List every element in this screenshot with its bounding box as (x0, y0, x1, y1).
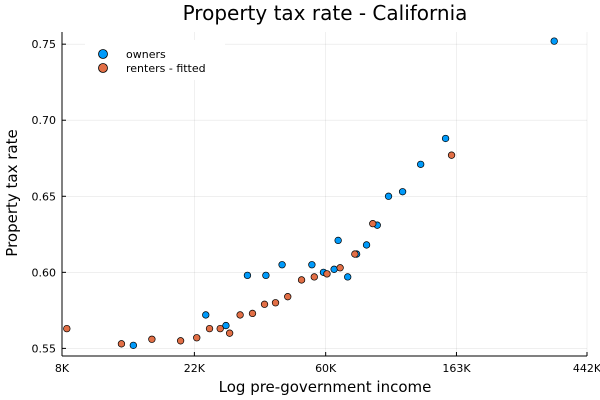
data-point-owners (202, 311, 210, 319)
data-point-renters-fitted (447, 151, 456, 159)
legend-marker-owners (98, 49, 108, 59)
data-point-renters-fitted (63, 324, 71, 333)
data-point-owners (129, 341, 137, 350)
data-point-renters-fitted (310, 273, 318, 281)
data-point-renters-fitted (236, 311, 244, 319)
legend: owners renters - fitted (85, 40, 225, 80)
data-point-renters-fitted (193, 334, 201, 342)
x-tick-label: 8K (55, 362, 70, 375)
data-point-owners (384, 192, 393, 200)
data-point-owners (398, 188, 407, 196)
data-point-owners (243, 271, 252, 280)
data-point-owners (222, 321, 230, 330)
legend-marker-renters-fitted (98, 63, 108, 73)
data-point-renters-fitted (260, 300, 269, 308)
data-point-renters-fitted (369, 220, 377, 228)
x-tick-label: 22K (184, 362, 206, 375)
data-point-renters-fitted (351, 250, 359, 258)
data-point-renters-fitted (323, 270, 331, 278)
data-point-renters-fitted (225, 329, 234, 337)
data-point-owners (344, 273, 352, 281)
x-tick-label: 60K (315, 362, 337, 375)
data-point-owners (334, 236, 342, 245)
legend-label-renters-fitted: renters - fitted (126, 62, 206, 75)
data-point-owners (417, 160, 425, 168)
data-point-owners (262, 271, 270, 280)
x-axis-label: Log pre-government income (219, 378, 432, 396)
data-point-renters-fitted (271, 299, 280, 307)
data-point-owners (362, 241, 371, 249)
x-tick-label: 442K (573, 362, 600, 375)
data-point-renters-fitted (297, 276, 306, 284)
data-point-renters-fitted (205, 324, 214, 333)
ticks-layer: 8K 22K 60K 163K 442K 0.55 0.60 0.65 0.70 0.75 (32, 38, 600, 375)
y-tick-label: 0.65 (32, 190, 57, 203)
data-point-renters-fitted (216, 324, 224, 333)
data-point-owners (308, 261, 316, 269)
points-layer (63, 37, 558, 350)
data-point-renters-fitted (284, 293, 292, 301)
y-tick-label: 0.55 (32, 342, 57, 355)
data-point-renters-fitted (336, 264, 344, 272)
legend-background (85, 40, 225, 80)
grid-layer (61, 32, 588, 356)
data-point-owners (441, 134, 450, 143)
y-tick-label: 0.70 (32, 114, 57, 127)
data-point-renters-fitted (176, 337, 185, 345)
data-point-renters-fitted (148, 335, 156, 343)
legend-label-owners: owners (126, 48, 166, 61)
axes-layer (61, 32, 587, 357)
data-point-renters-fitted (117, 340, 126, 348)
y-axis-label: Property tax rate (3, 129, 21, 256)
y-tick-label: 0.75 (32, 38, 57, 51)
data-point-owners (278, 261, 286, 269)
data-point-renters-fitted (248, 309, 257, 318)
y-tick-label: 0.60 (32, 266, 57, 279)
data-point-owners (330, 265, 338, 273)
chart-title: Property tax rate - California (183, 1, 468, 25)
x-tick-label: 163K (442, 362, 471, 375)
data-point-owners (550, 37, 558, 45)
